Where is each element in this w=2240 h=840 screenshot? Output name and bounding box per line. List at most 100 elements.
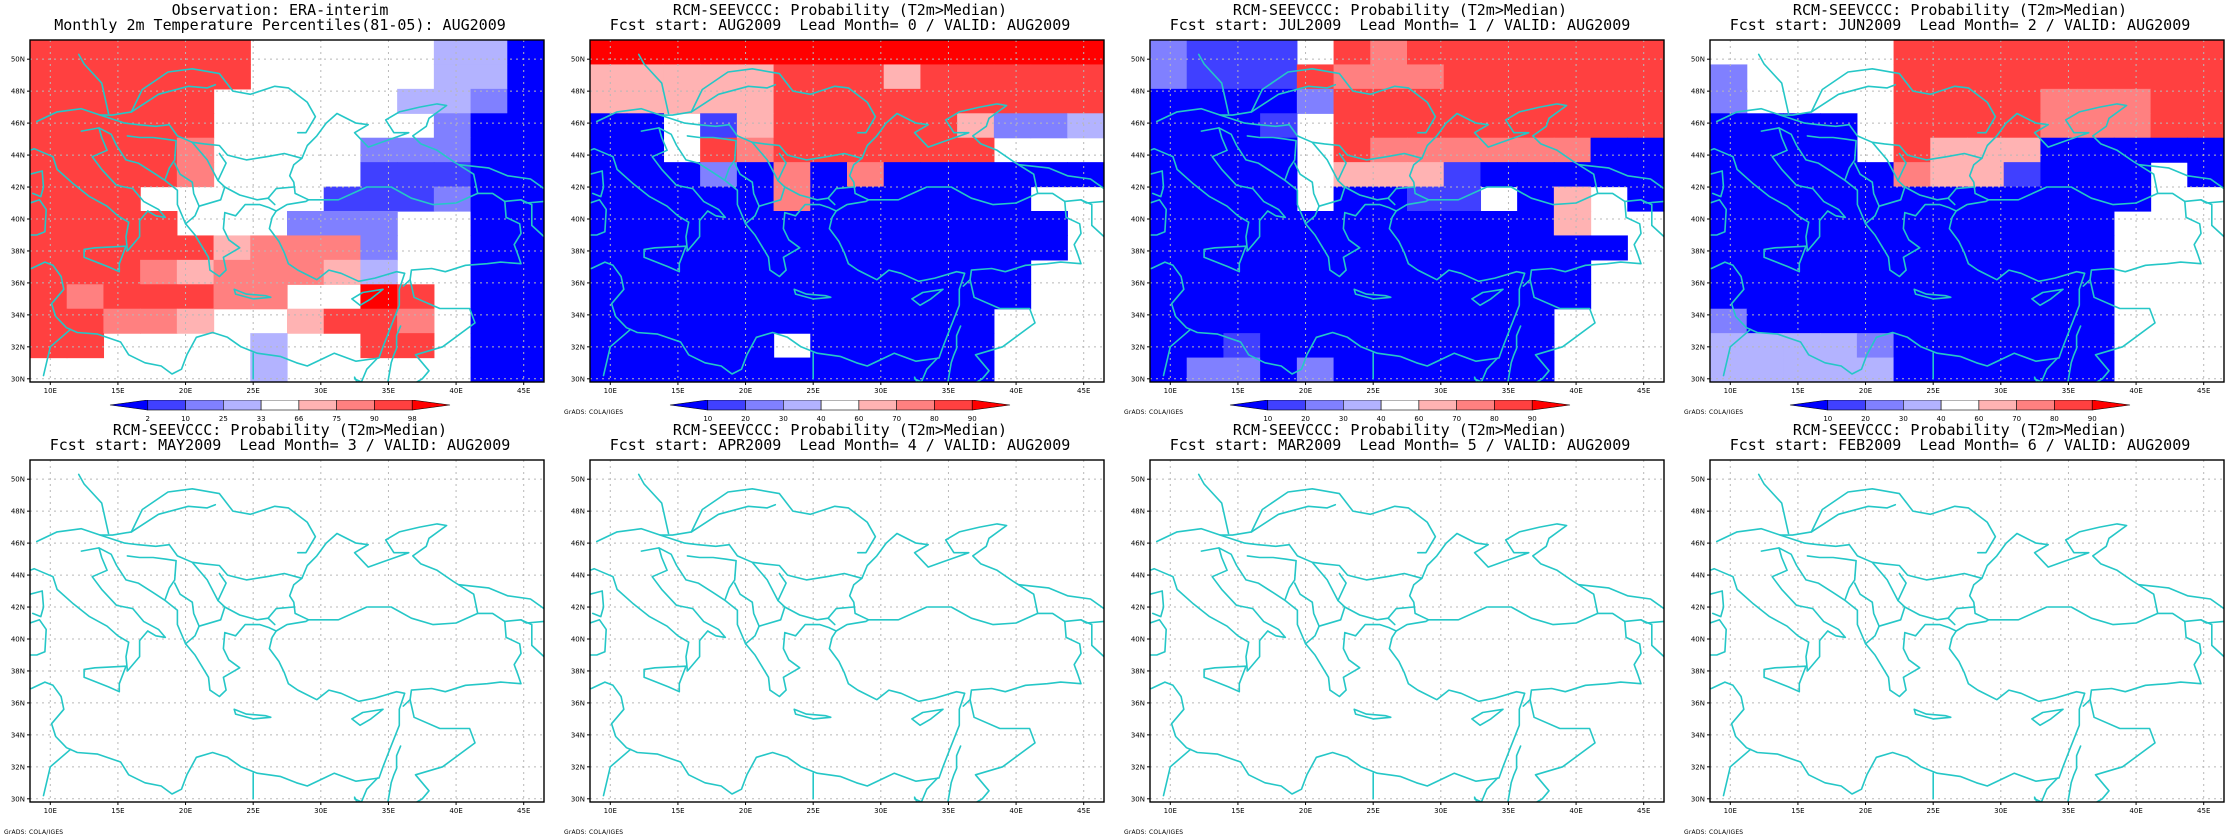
grid-cell <box>2150 40 2188 66</box>
grid-cell <box>847 235 885 261</box>
lat-tick-label: 30N <box>1691 795 1705 803</box>
coastline <box>1955 103 2159 212</box>
lon-tick-label: 10E <box>44 807 57 815</box>
lon-tick-label: 10E <box>44 387 57 395</box>
coastline <box>30 199 48 236</box>
grid-cell <box>66 308 105 334</box>
grid-cell <box>2003 333 2042 359</box>
coastline <box>520 199 544 238</box>
lon-tick-label: 25E <box>807 387 820 395</box>
lon-tick-label: 30E <box>874 807 887 815</box>
grid-cell <box>507 162 544 188</box>
colorbar-label: 70 <box>892 415 901 423</box>
grid-cell <box>1296 259 1335 285</box>
grid-cell <box>433 162 472 188</box>
grid-cell <box>397 137 435 163</box>
lon-tick-label: 20E <box>179 807 192 815</box>
coastline <box>827 197 836 206</box>
map-plot: 10E 15E 20E 25E 30E 35E 40E 45E 30N 32N 34N 36N 38N 4… <box>1131 39 1665 395</box>
grid-cell <box>1296 88 1335 114</box>
grid-cell <box>1967 64 2005 90</box>
lon-tick-label: 25E <box>1367 807 1380 815</box>
grid-cell <box>736 284 775 310</box>
grid-cell <box>590 137 628 163</box>
grid-cell <box>1407 211 1445 237</box>
lat-tick-label: 42N <box>571 604 585 612</box>
grid-cell <box>66 284 105 310</box>
grid-cell <box>920 308 958 334</box>
coastline <box>1710 547 2086 795</box>
lon-tick-label: 35E <box>1502 807 1515 815</box>
coastline <box>1219 114 1423 161</box>
grid-cell <box>773 137 811 163</box>
grid-cell <box>993 64 1032 90</box>
colorbar-label: 60 <box>1974 415 1983 423</box>
coastline <box>2082 620 2202 707</box>
grid-cell <box>2113 40 2152 66</box>
lat-tick-label: 32N <box>571 763 585 771</box>
coastline <box>1763 245 1807 273</box>
grid-cell <box>736 259 775 285</box>
grid-cell <box>287 259 325 285</box>
coastline <box>784 186 855 201</box>
grid-cell <box>1223 357 1261 382</box>
coastline <box>1722 328 1752 377</box>
coastline <box>83 245 127 273</box>
lat-tick-label: 30N <box>571 375 585 383</box>
coastline <box>457 163 544 190</box>
coastline <box>1904 186 1975 201</box>
coastline <box>173 141 226 207</box>
coastline <box>1947 617 1956 626</box>
grid-cell <box>507 186 544 212</box>
grid-cell <box>1930 113 1968 139</box>
coastline <box>690 83 777 113</box>
coastline <box>275 523 479 632</box>
grid-cell <box>736 64 775 90</box>
grid-cell <box>1820 235 1858 261</box>
grid-cell <box>140 284 178 310</box>
coastline <box>30 590 45 618</box>
graticule <box>1150 40 1664 382</box>
grid-cell <box>2040 64 2078 90</box>
grid-cell <box>590 40 628 66</box>
grid-cell <box>1553 113 1592 139</box>
colorbar-swatch <box>1531 400 1571 411</box>
lon-tick-label: 20E <box>1299 807 1312 815</box>
grid-cell <box>397 284 435 310</box>
coastline <box>1473 777 1499 802</box>
colorbar-label: 10 <box>1263 415 1272 423</box>
grid-cell <box>30 113 68 139</box>
grid-cell <box>736 162 775 188</box>
grid-cell <box>507 40 544 66</box>
coastline <box>1103 153 1104 156</box>
coastline <box>690 503 777 533</box>
coastline <box>1150 590 1165 618</box>
grid-cell <box>66 333 105 359</box>
grid-cell <box>360 333 398 359</box>
colorbar: 10 20 30 40 60 70 80 90 <box>1229 400 1571 423</box>
lon-tick-label: 10E <box>1724 807 1737 815</box>
coastline <box>1197 53 1230 115</box>
grid-cell <box>736 137 775 163</box>
grid-cell <box>590 308 628 334</box>
colorbar-label: 10 <box>181 415 190 423</box>
grid-cell <box>1820 284 1858 310</box>
lat-tick-label: 48N <box>571 88 585 96</box>
grid-cell <box>1820 333 1858 359</box>
lon-tick-label: 30E <box>314 387 327 395</box>
coastline <box>2033 777 2059 802</box>
plot-frame <box>1149 459 1665 803</box>
grid-cell <box>1443 64 1482 90</box>
grid-cell <box>1333 357 1371 382</box>
coastline <box>911 288 944 307</box>
grid-cell <box>1553 211 1592 237</box>
coastline <box>602 748 632 797</box>
coastline <box>602 328 632 377</box>
lon-tick-label: 30E <box>314 807 327 815</box>
colorbar-label: 70 <box>1452 415 1461 423</box>
coastline <box>2137 163 2224 190</box>
lon-tick-label: 35E <box>1502 387 1515 395</box>
coastline <box>2137 583 2224 610</box>
map-plot: 10E 15E 20E 25E 30E 35E 40E 45E 30N 32N 34N 36N 38N 4… <box>11 459 545 815</box>
colorbar-swatch <box>2091 400 2131 411</box>
